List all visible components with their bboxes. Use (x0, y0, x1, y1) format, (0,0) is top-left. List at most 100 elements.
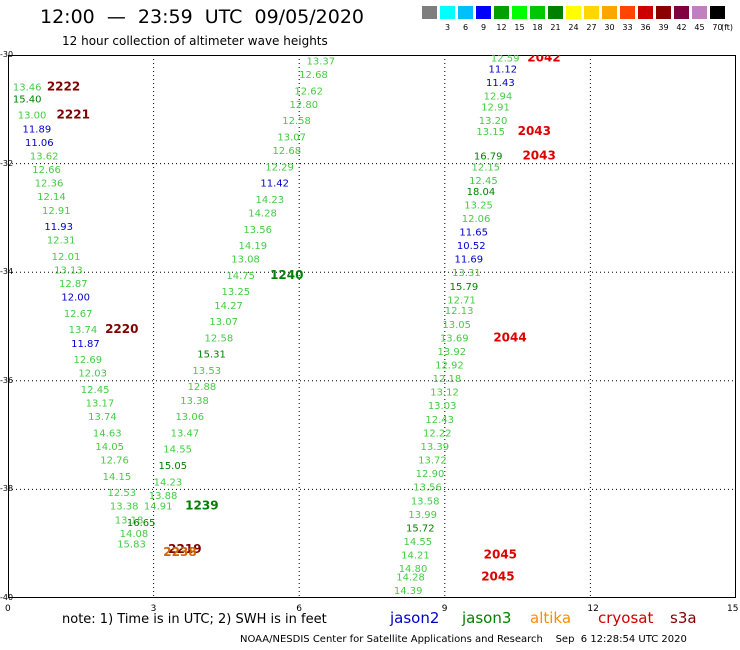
scale-swatch (422, 6, 437, 19)
wave-height-value: 12.58 (205, 333, 234, 344)
wave-height-value: 12.53 (107, 488, 136, 499)
wave-height-value: 14.28 (396, 572, 425, 583)
wave-height-value: 14.39 (394, 586, 423, 597)
wave-height-value: 13.25 (222, 287, 251, 298)
pass-number: 2222 (47, 79, 80, 93)
scale-swatch (656, 6, 671, 19)
wave-height-value: 13.12 (430, 388, 459, 399)
wave-height-value: 12.69 (74, 355, 103, 366)
pass-number: 2045 (484, 548, 517, 562)
wave-height-value: 13.13 (54, 265, 83, 276)
page-title: 12:00 — 23:59 UTC 09/05/2020 (40, 6, 365, 28)
wave-height-value: 12.90 (416, 469, 445, 480)
scale-swatch (692, 6, 707, 19)
wave-height-value: 12.45 (81, 385, 110, 396)
wave-height-value: 12.58 (282, 116, 311, 127)
scale-swatch (440, 6, 455, 19)
pass-number: 2220 (105, 322, 138, 336)
wave-height-value: 15.40 (13, 94, 42, 105)
wave-height-value: 13.17 (86, 399, 115, 410)
satellite-legend-jason3: jason3 (462, 609, 512, 627)
wave-height-value: 14.21 (401, 551, 430, 562)
satellite-legend-s3a: s3a (670, 609, 697, 627)
wave-height-value: 14.23 (154, 477, 183, 488)
wave-height-value: 13.07 (277, 132, 306, 143)
wave-height-value: 12.15 (471, 162, 500, 173)
wave-height-value: 12.62 (294, 86, 323, 97)
wave-height-value: 15.79 (450, 282, 479, 293)
wave-height-value: 13.69 (440, 333, 469, 344)
wave-height-value: 11.06 (25, 138, 54, 149)
wave-height-value: 12.18 (433, 374, 462, 385)
wave-height-value: 13.07 (209, 317, 238, 328)
wave-height-value: 12.88 (188, 382, 217, 393)
scale-swatch (476, 6, 491, 19)
latitude-label: -30 (0, 50, 14, 59)
wave-height-value: 13.38 (110, 502, 139, 513)
wave-height-value: 13.05 (442, 320, 471, 331)
scale-label: 45 (694, 23, 705, 32)
wave-height-value: 12.14 (37, 192, 66, 203)
wave-height-value: 12.29 (265, 162, 294, 173)
wave-height-value: 14.19 (239, 241, 268, 252)
wave-height-value: 15.72 (406, 523, 435, 534)
wave-height-value: 12.91 (481, 103, 510, 114)
pass-number: 2238 (163, 545, 196, 559)
wave-height-value: 12.03 (78, 369, 107, 380)
wave-height-value: 15.31 (197, 350, 226, 361)
wave-height-value: 14.15 (103, 472, 132, 483)
wave-height-value: 14.28 (248, 208, 277, 219)
wave-height-value: 12.06 (462, 214, 491, 225)
wave-height-value: 13.31 (452, 268, 481, 279)
scale-label: 27 (586, 23, 597, 32)
scale-unit: (ft) (720, 23, 734, 32)
wave-height-value: 14.91 (144, 502, 173, 513)
scale-swatch (620, 6, 635, 19)
scale-swatch (512, 6, 527, 19)
pass-number: 2043 (518, 124, 551, 138)
wave-height-value: 16.79 (474, 151, 503, 162)
wave-height-value: 13.81 (391, 599, 420, 600)
pass-number: 2045 (481, 569, 514, 583)
latitude-label: -38 (0, 484, 14, 494)
wave-height-value: 12.76 (100, 456, 129, 467)
longitude-label: 3 (150, 604, 157, 614)
scale-label: 42 (676, 23, 687, 32)
wave-height-value: 11.87 (71, 339, 100, 350)
pass-number: 2221 (57, 108, 90, 122)
scale-swatch (548, 6, 563, 19)
pass-number: 2043 (522, 148, 555, 162)
wave-height-value: 15.05 (158, 461, 187, 472)
pass-number: 1239 (185, 499, 218, 513)
wave-height-value: 11.89 (23, 124, 52, 135)
wave-height-value: 12.91 (42, 206, 71, 217)
longitude-label: 6 (296, 604, 302, 614)
scale-label: 33 (622, 23, 633, 32)
scale-label: 3 (444, 23, 451, 32)
wave-height-value: 11.65 (459, 227, 488, 238)
scale-label: 21 (550, 23, 561, 32)
wave-height-value: 12.87 (59, 279, 88, 290)
wave-height-value: 13.56 (413, 483, 442, 494)
scale-label: 9 (480, 23, 487, 32)
scale-label: 36 (640, 23, 651, 32)
wave-height-value: 13.47 (171, 428, 200, 439)
footnote: note: 1) Time is in UTC; 2) SWH is in fe… (62, 612, 327, 627)
pass-number: 1240 (270, 268, 303, 282)
wave-height-value: 13.25 (464, 200, 493, 211)
satellite-legend-cryosat: cryosat (598, 609, 654, 627)
wave-height-value: 13.08 (231, 255, 260, 266)
wave-height-value: 12.68 (273, 146, 302, 157)
scale-swatch (710, 6, 725, 19)
wave-height-value: 14.23 (256, 195, 285, 206)
scale-swatch (674, 6, 689, 19)
wave-height-value: 13.92 (438, 347, 467, 358)
wave-height-value: 13.62 (30, 151, 59, 162)
wave-height-value: 13.20 (479, 116, 508, 127)
wave-height-value: 11.93 (44, 222, 73, 233)
wave-height-value: 12.92 (435, 361, 464, 372)
scale-swatch (458, 6, 473, 19)
wave-height-value: 14.75 (226, 271, 255, 282)
latitude-label: -34 (0, 267, 14, 277)
